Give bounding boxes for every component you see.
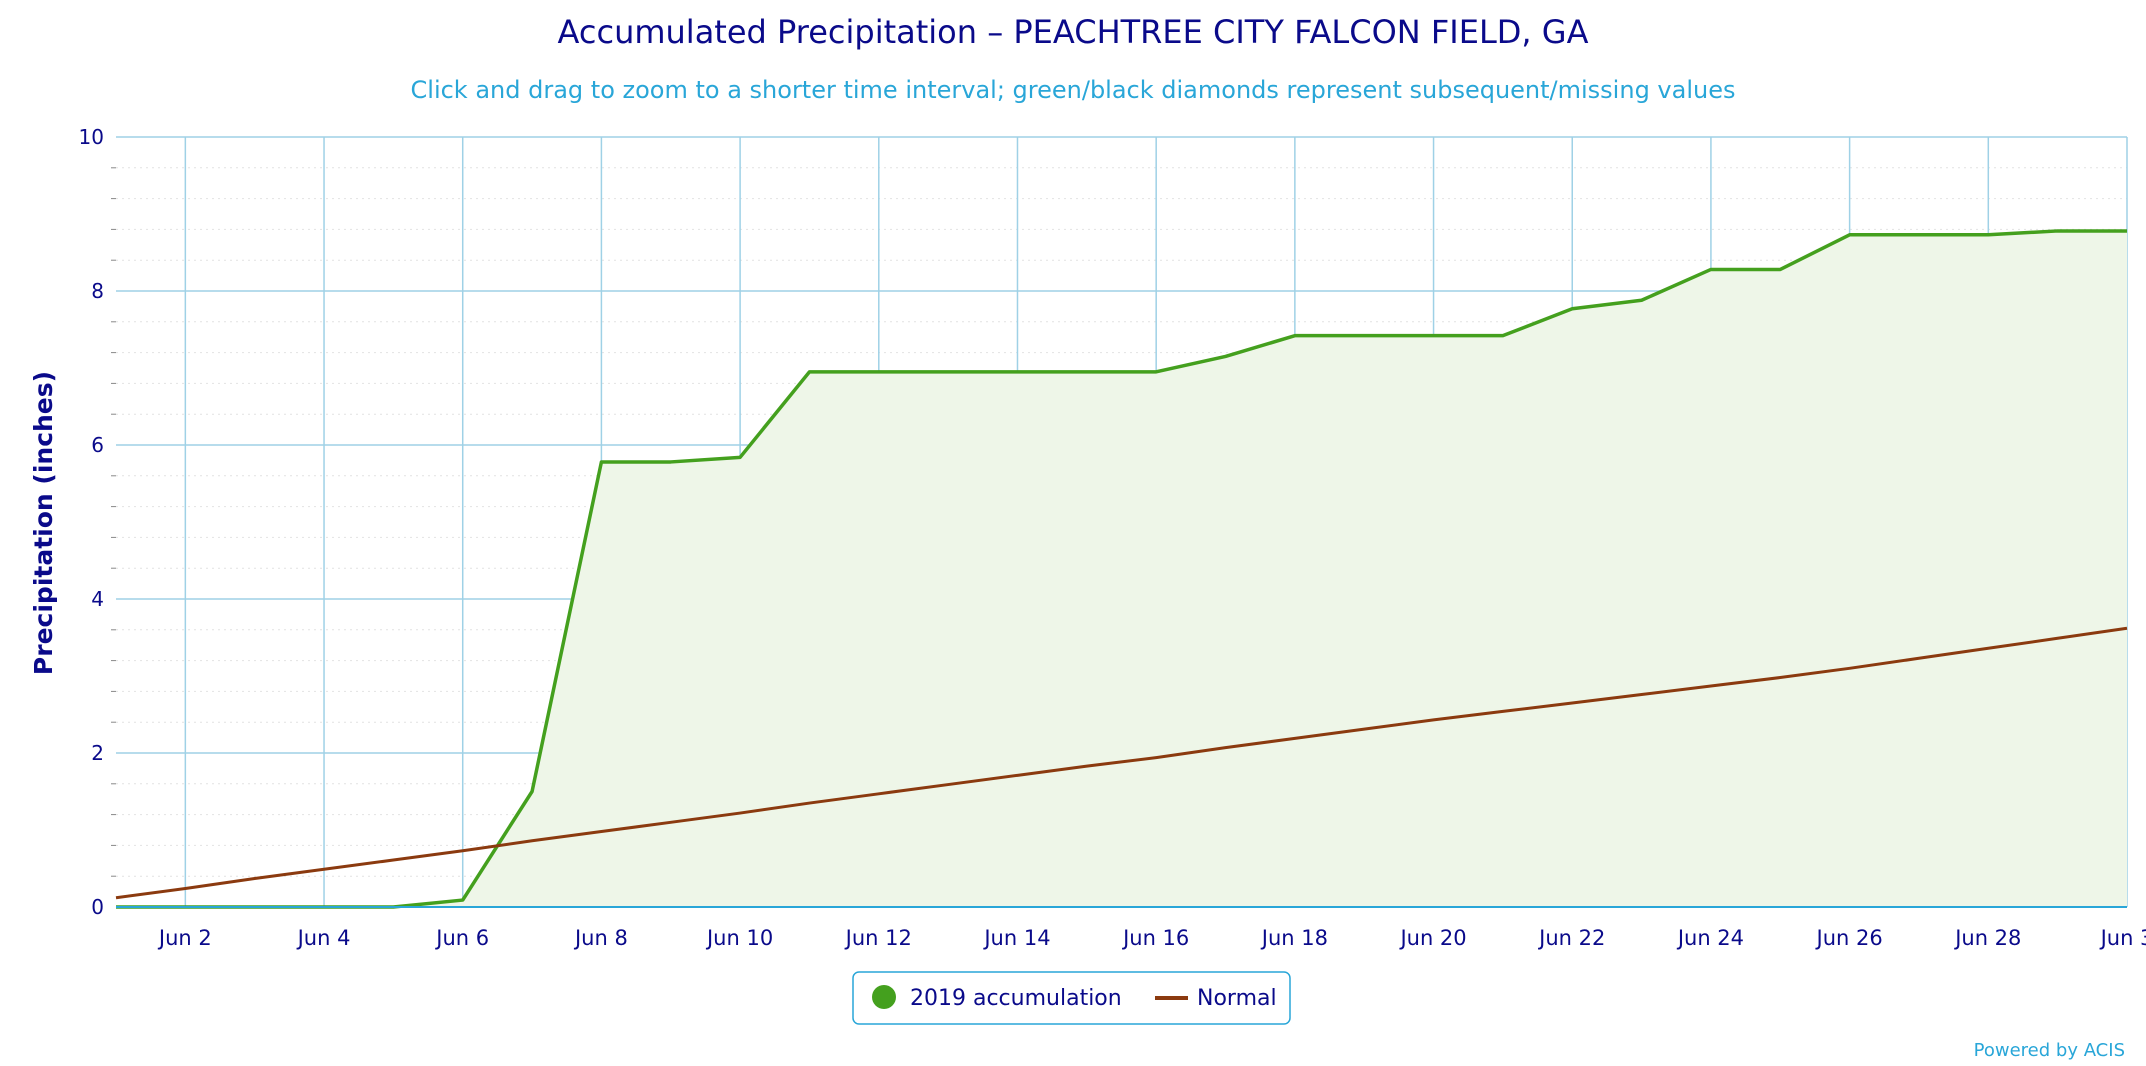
x-axis-ticks: Jun 2 Jun 4 Jun 6 Jun 8 Jun 10 Jun 12 Jun 14 Ju… (157, 926, 2146, 950)
y-tick-label: 2 (91, 741, 104, 765)
data-point-accumulation[interactable] (1565, 302, 1579, 316)
y-tick-label: 6 (91, 433, 104, 457)
credit-link[interactable]: Powered by ACIS (1974, 1040, 2125, 1061)
y-tick-label: 0 (91, 895, 104, 919)
data-point-normal[interactable] (2120, 621, 2134, 635)
x-tick-label: Jun 18 (1260, 926, 1328, 950)
data-point-normal[interactable] (1704, 679, 1718, 693)
x-tick-label: Jun 8 (573, 926, 628, 950)
y-axis-ticks: 0 2 4 6 8 10 (79, 125, 104, 919)
data-point-accumulation[interactable] (941, 365, 955, 379)
data-point-accumulation[interactable] (594, 455, 608, 469)
series-area-accumulation (116, 230, 2127, 907)
data-point-accumulation[interactable] (1496, 329, 1510, 343)
data-point-normal[interactable] (248, 872, 262, 886)
data-point-accumulation[interactable] (456, 893, 470, 907)
x-tick-label: Jun 28 (1953, 926, 2021, 950)
data-point-normal[interactable] (1080, 759, 1094, 773)
axes (111, 167, 2127, 908)
data-point-normal[interactable] (1635, 687, 1649, 701)
data-point-normal[interactable] (733, 806, 747, 820)
data-point-accumulation[interactable] (733, 450, 747, 464)
data-point-accumulation[interactable] (1981, 228, 1995, 242)
x-tick-label: Jun 22 (1537, 926, 1605, 950)
data-point-normal[interactable] (872, 787, 886, 801)
data-point-accumulation[interactable] (2051, 224, 2065, 238)
data-point-normal[interactable] (1496, 704, 1510, 718)
x-tick-label: Jun 12 (844, 926, 912, 950)
data-point-accumulation[interactable] (1357, 329, 1371, 343)
data-point-accumulation[interactable] (1843, 228, 1857, 242)
data-point-accumulation[interactable] (1773, 262, 1787, 276)
data-point-normal[interactable] (1565, 696, 1579, 710)
data-point-accumulation[interactable] (2120, 224, 2134, 238)
x-tick-label: Jun 24 (1676, 926, 1744, 950)
series-layer[interactable] (109, 224, 2134, 914)
data-point-accumulation[interactable] (1149, 365, 1163, 379)
data-point-normal[interactable] (1219, 741, 1233, 755)
data-point-accumulation[interactable] (872, 365, 886, 379)
data-point-accumulation[interactable] (1288, 329, 1302, 343)
data-point-accumulation[interactable] (1912, 228, 1926, 242)
data-point-accumulation[interactable] (525, 785, 539, 799)
data-point-accumulation[interactable] (1080, 365, 1094, 379)
legend-box (852, 971, 1291, 1025)
x-tick-label: Jun 20 (1398, 926, 1466, 950)
legend-label-normal: Normal (1197, 986, 1277, 1011)
series-line-normal[interactable] (115, 626, 2128, 900)
chart-subtitle: Click and drag to zoom to a shorter time… (411, 76, 1736, 104)
y-tick-label: 10 (79, 125, 104, 149)
plot-area[interactable] (109, 136, 2134, 914)
legend[interactable]: 2019 accumulation Normal (852, 971, 1291, 1025)
data-point-normal[interactable] (1288, 731, 1302, 745)
data-point-normal[interactable] (317, 862, 331, 876)
legend-label-accumulation: 2019 accumulation (910, 986, 1122, 1011)
x-tick-label: Jun 10 (705, 926, 773, 950)
data-point-normal[interactable] (941, 778, 955, 792)
data-point-accumulation[interactable] (1010, 365, 1024, 379)
data-point-normal[interactable] (1010, 768, 1024, 782)
y-tick-label: 8 (91, 279, 104, 303)
data-point-normal[interactable] (386, 853, 400, 867)
legend-marker-accumulation (872, 985, 896, 1009)
data-point-normal[interactable] (1427, 713, 1441, 727)
data-point-accumulation[interactable] (802, 365, 816, 379)
data-point-normal[interactable] (109, 891, 123, 905)
data-point-normal[interactable] (1773, 671, 1787, 685)
x-tick-label: Jun 3 (2099, 926, 2146, 950)
series-line-accumulation[interactable] (116, 229, 2127, 909)
legend-item-normal[interactable]: Normal (1155, 986, 1277, 1011)
y-axis-label: Precipitation (inches) (29, 371, 58, 675)
data-point-accumulation[interactable] (1219, 349, 1233, 363)
data-point-accumulation[interactable] (1635, 293, 1649, 307)
x-tick-label: Jun 6 (434, 926, 489, 950)
data-point-accumulation[interactable] (664, 455, 678, 469)
data-point-normal[interactable] (2051, 631, 2065, 645)
x-tick-label: Jun 16 (1121, 926, 1189, 950)
data-point-normal[interactable] (1357, 722, 1371, 736)
data-point-normal[interactable] (664, 815, 678, 829)
data-point-normal[interactable] (178, 882, 192, 896)
data-point-accumulation[interactable] (1427, 329, 1441, 343)
x-tick-label: Jun 26 (1815, 926, 1883, 950)
x-tick-label: Jun 4 (296, 926, 351, 950)
x-tick-label: Jun 14 (982, 926, 1050, 950)
chart-title: Accumulated Precipitation – PEACHTREE CI… (558, 13, 1589, 51)
y-tick-label: 4 (91, 587, 104, 611)
data-point-normal[interactable] (1912, 651, 1926, 665)
data-point-normal[interactable] (1843, 661, 1857, 675)
legend-item-accumulation[interactable]: 2019 accumulation (872, 985, 1122, 1011)
data-point-normal[interactable] (1149, 751, 1163, 765)
data-point-normal[interactable] (525, 834, 539, 848)
data-point-accumulation[interactable] (1704, 262, 1718, 276)
data-point-normal[interactable] (456, 844, 470, 858)
data-point-normal[interactable] (1981, 641, 1995, 655)
data-point-normal[interactable] (594, 825, 608, 839)
x-tick-label: Jun 2 (157, 926, 212, 950)
data-point-normal[interactable] (802, 796, 816, 810)
